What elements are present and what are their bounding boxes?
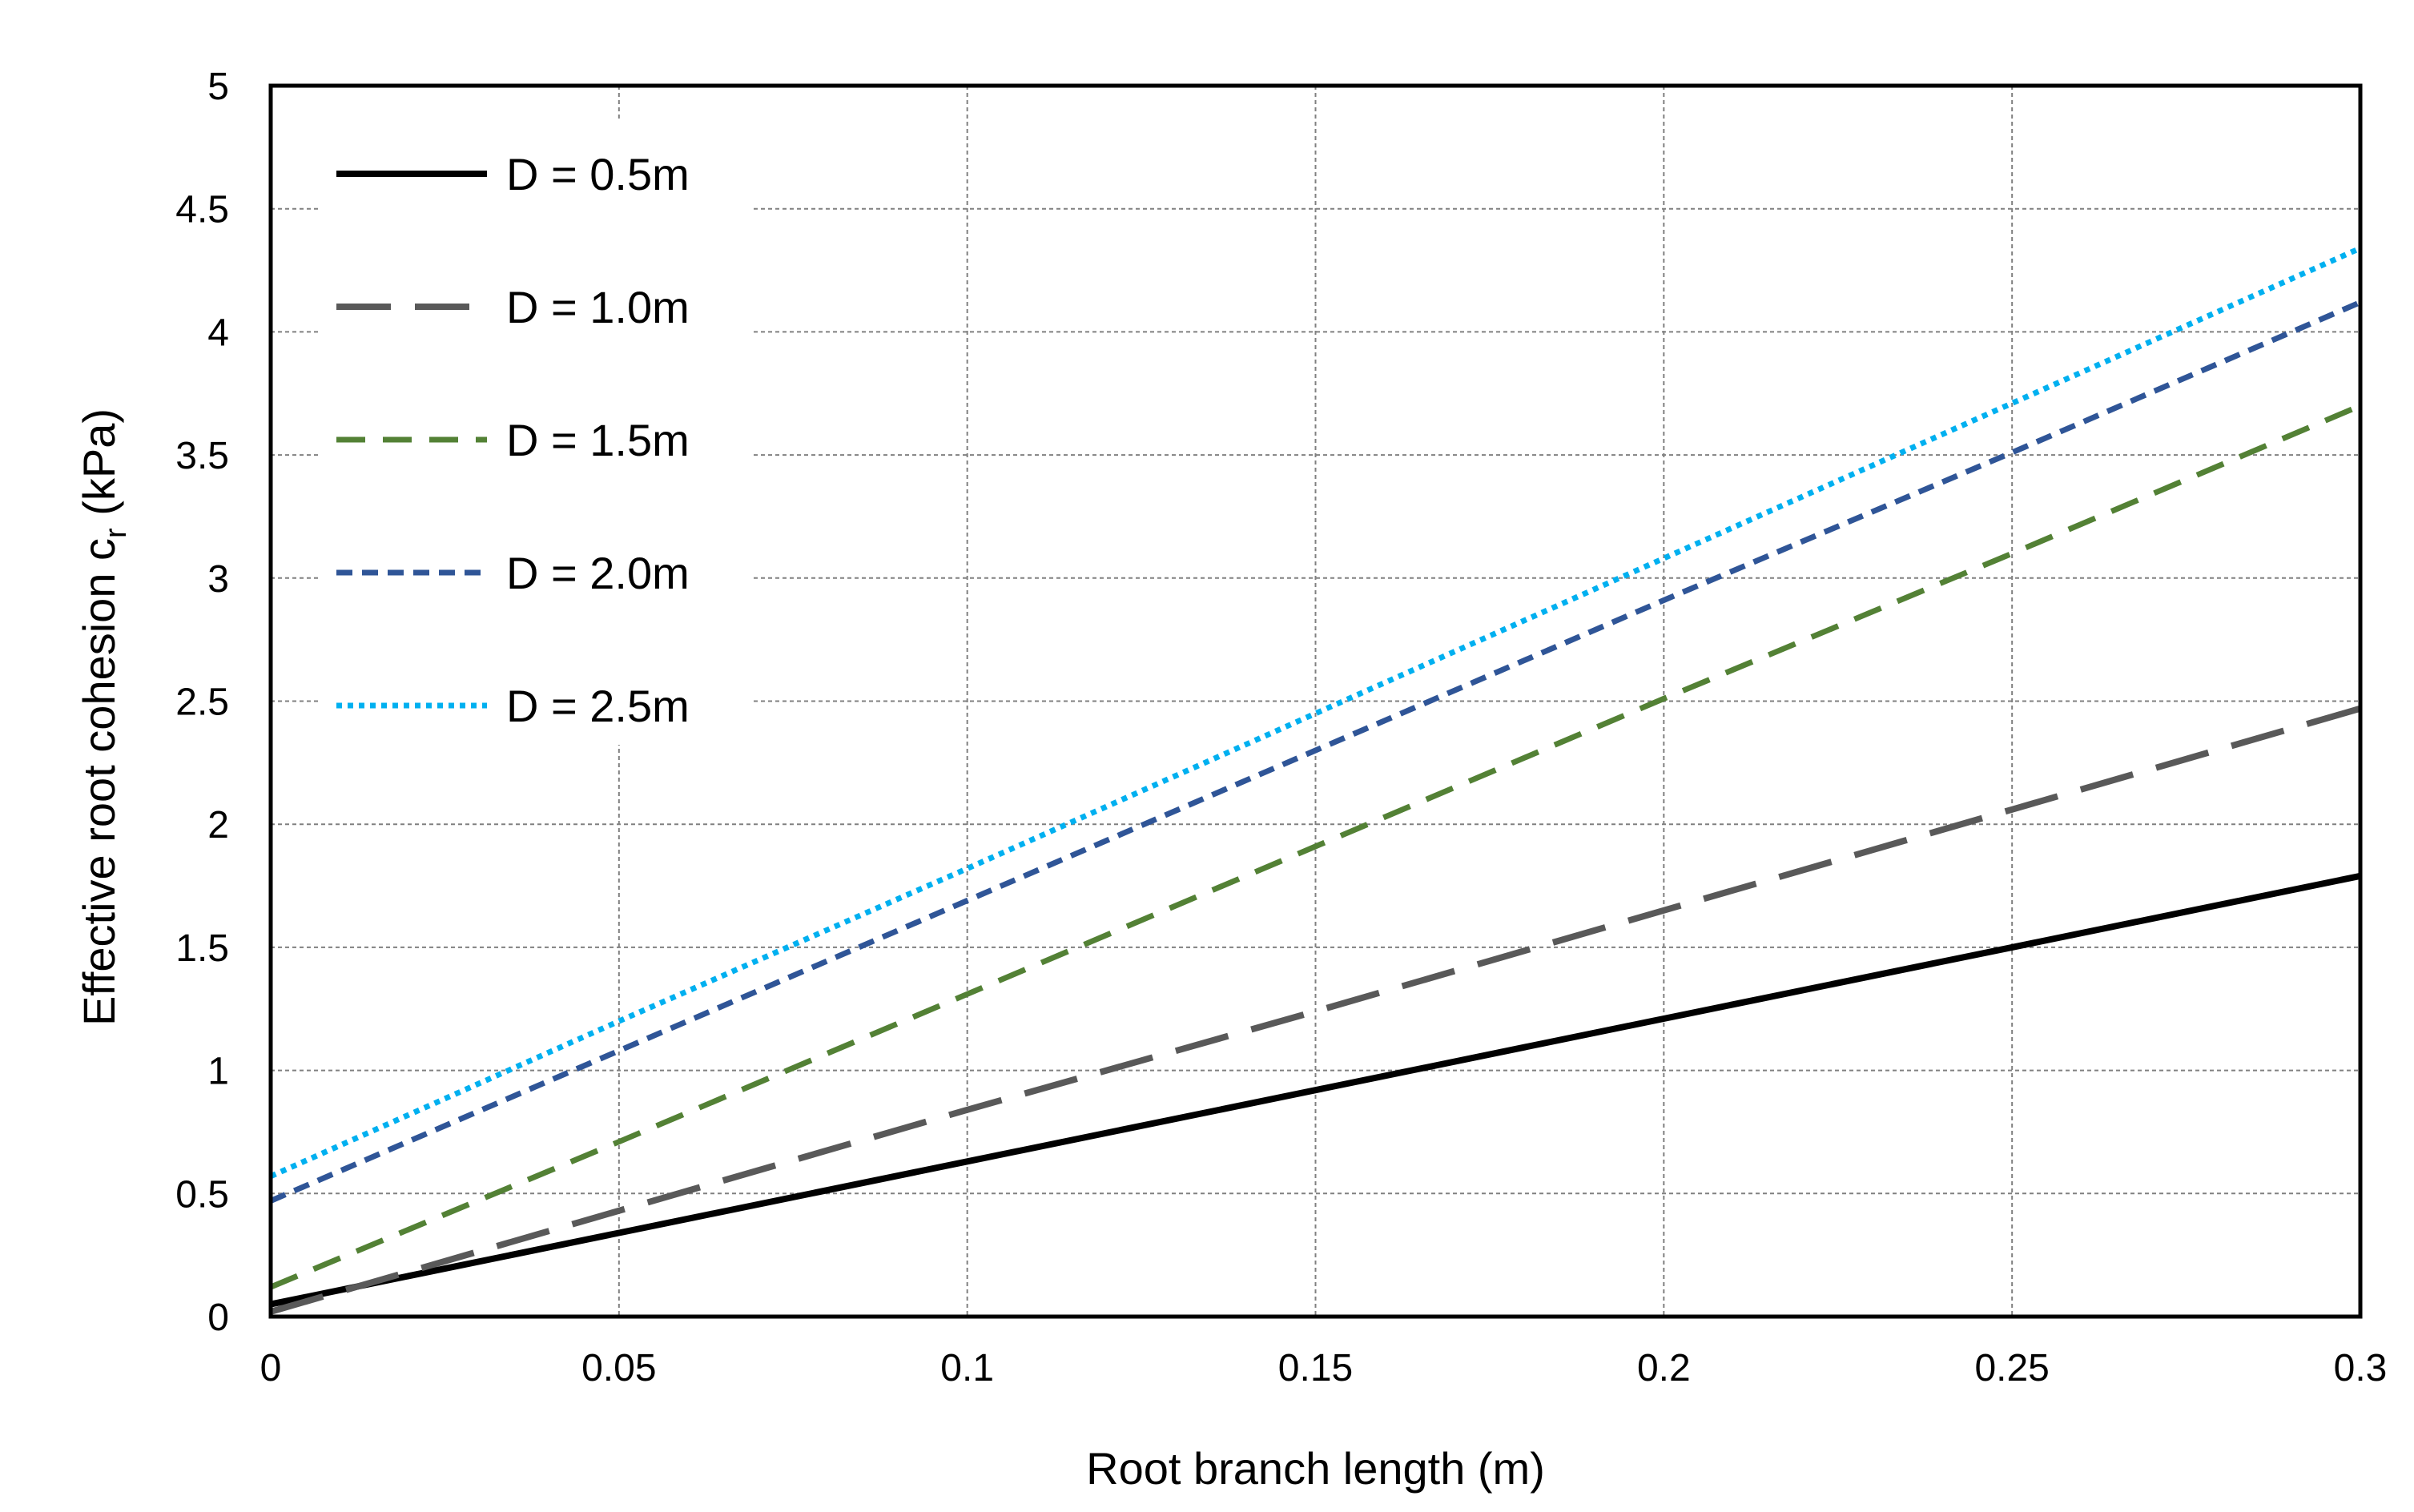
x-tick-label: 0.3: [2334, 1347, 2388, 1389]
y-axis-title-subscript: r: [99, 528, 133, 538]
y-tick-label: 2.5: [175, 682, 229, 724]
y-tick-label: 3.5: [175, 435, 229, 477]
series-line: [269, 403, 2362, 1290]
x-axis-tick-labels: 0 0.05 0.1 0.15 0.2 0.25 0.3: [260, 1347, 2388, 1389]
x-tick-label: 0.1: [940, 1347, 994, 1389]
x-tick-label: 0.15: [1278, 1347, 1353, 1389]
y-axis-title: Effective root cohesion cr (kPa): [74, 408, 133, 1026]
y-tick-label: 4: [207, 312, 229, 354]
x-axis-title: Root branch length (m): [1086, 1443, 1545, 1494]
y-axis-tick-labels: 0 0.5 1 1.5 2 2.5 3 3.5 4 4.5 5: [175, 66, 229, 1339]
series-line: [269, 300, 2362, 1204]
x-tick-label: 0.2: [1637, 1347, 1691, 1389]
series-line: [270, 872, 2361, 1308]
y-tick-label: 3: [207, 558, 229, 601]
series-line: [269, 705, 2362, 1315]
y-axis-title-unit: (kPa): [74, 408, 124, 528]
y-tick-label: 0.5: [175, 1173, 229, 1216]
x-tick-label: 0: [260, 1347, 282, 1389]
legend-label: D = 1.5m: [506, 415, 690, 465]
y-tick-label: 1: [207, 1051, 229, 1093]
legend-label: D = 1.0m: [506, 282, 690, 332]
y-tick-label: 2: [207, 804, 229, 846]
legend-label: D = 2.5m: [506, 681, 690, 731]
x-tick-label: 0.05: [581, 1347, 656, 1389]
y-axis-title-main: Effective root cohesion c: [74, 538, 124, 1026]
y-tick-label: 5: [207, 66, 229, 108]
y-tick-label: 0: [207, 1297, 229, 1339]
series-lines: [269, 245, 2362, 1315]
legend: D = 0.5m D = 1.0m D = 1.5m D = 2.0m D = 2.5m: [319, 120, 751, 745]
legend-label: D = 2.0m: [506, 548, 690, 598]
legend-label: D = 0.5m: [506, 149, 690, 199]
x-tick-label: 0.25: [1974, 1347, 2049, 1389]
legend-background: [319, 120, 751, 745]
plot-area-frame: [268, 83, 2363, 1319]
y-tick-label: 4.5: [175, 189, 229, 231]
y-tick-label: 1.5: [175, 927, 229, 970]
